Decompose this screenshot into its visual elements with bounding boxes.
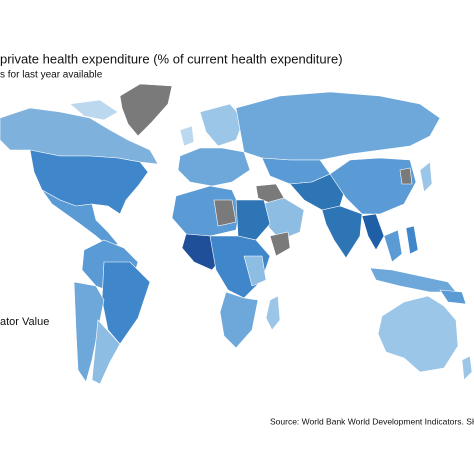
greenland <box>119 83 173 137</box>
libya <box>213 199 237 227</box>
east-africa <box>243 255 267 287</box>
arctic-islands <box>69 99 119 121</box>
europe <box>177 147 251 187</box>
philippines <box>405 225 419 255</box>
myanmar <box>361 213 385 251</box>
source-note: Source: World Bank World Development Ind… <box>270 416 474 426</box>
papua-new-guinea <box>439 289 467 305</box>
legend-title: ator Value <box>0 316 49 328</box>
north-korea <box>399 167 413 185</box>
world-map <box>0 83 473 385</box>
iran-pakistan <box>289 173 347 211</box>
southern-africa <box>219 291 259 349</box>
india <box>321 205 363 259</box>
argentina <box>91 319 121 385</box>
australia <box>377 295 459 373</box>
somalia <box>269 231 291 257</box>
scandinavia <box>199 103 245 147</box>
canada <box>0 107 159 165</box>
map-subtitle: s for last year available <box>0 70 103 81</box>
mexico <box>41 189 119 249</box>
indochina <box>383 229 403 263</box>
new-zealand <box>461 355 473 381</box>
uk <box>179 125 195 147</box>
japan <box>419 161 433 193</box>
china <box>329 157 417 215</box>
russia <box>235 91 441 161</box>
map-title: private health expenditure (% of current… <box>0 51 343 66</box>
madagascar <box>265 295 281 331</box>
egypt-sudan <box>235 199 271 241</box>
peru-chile <box>73 281 105 383</box>
